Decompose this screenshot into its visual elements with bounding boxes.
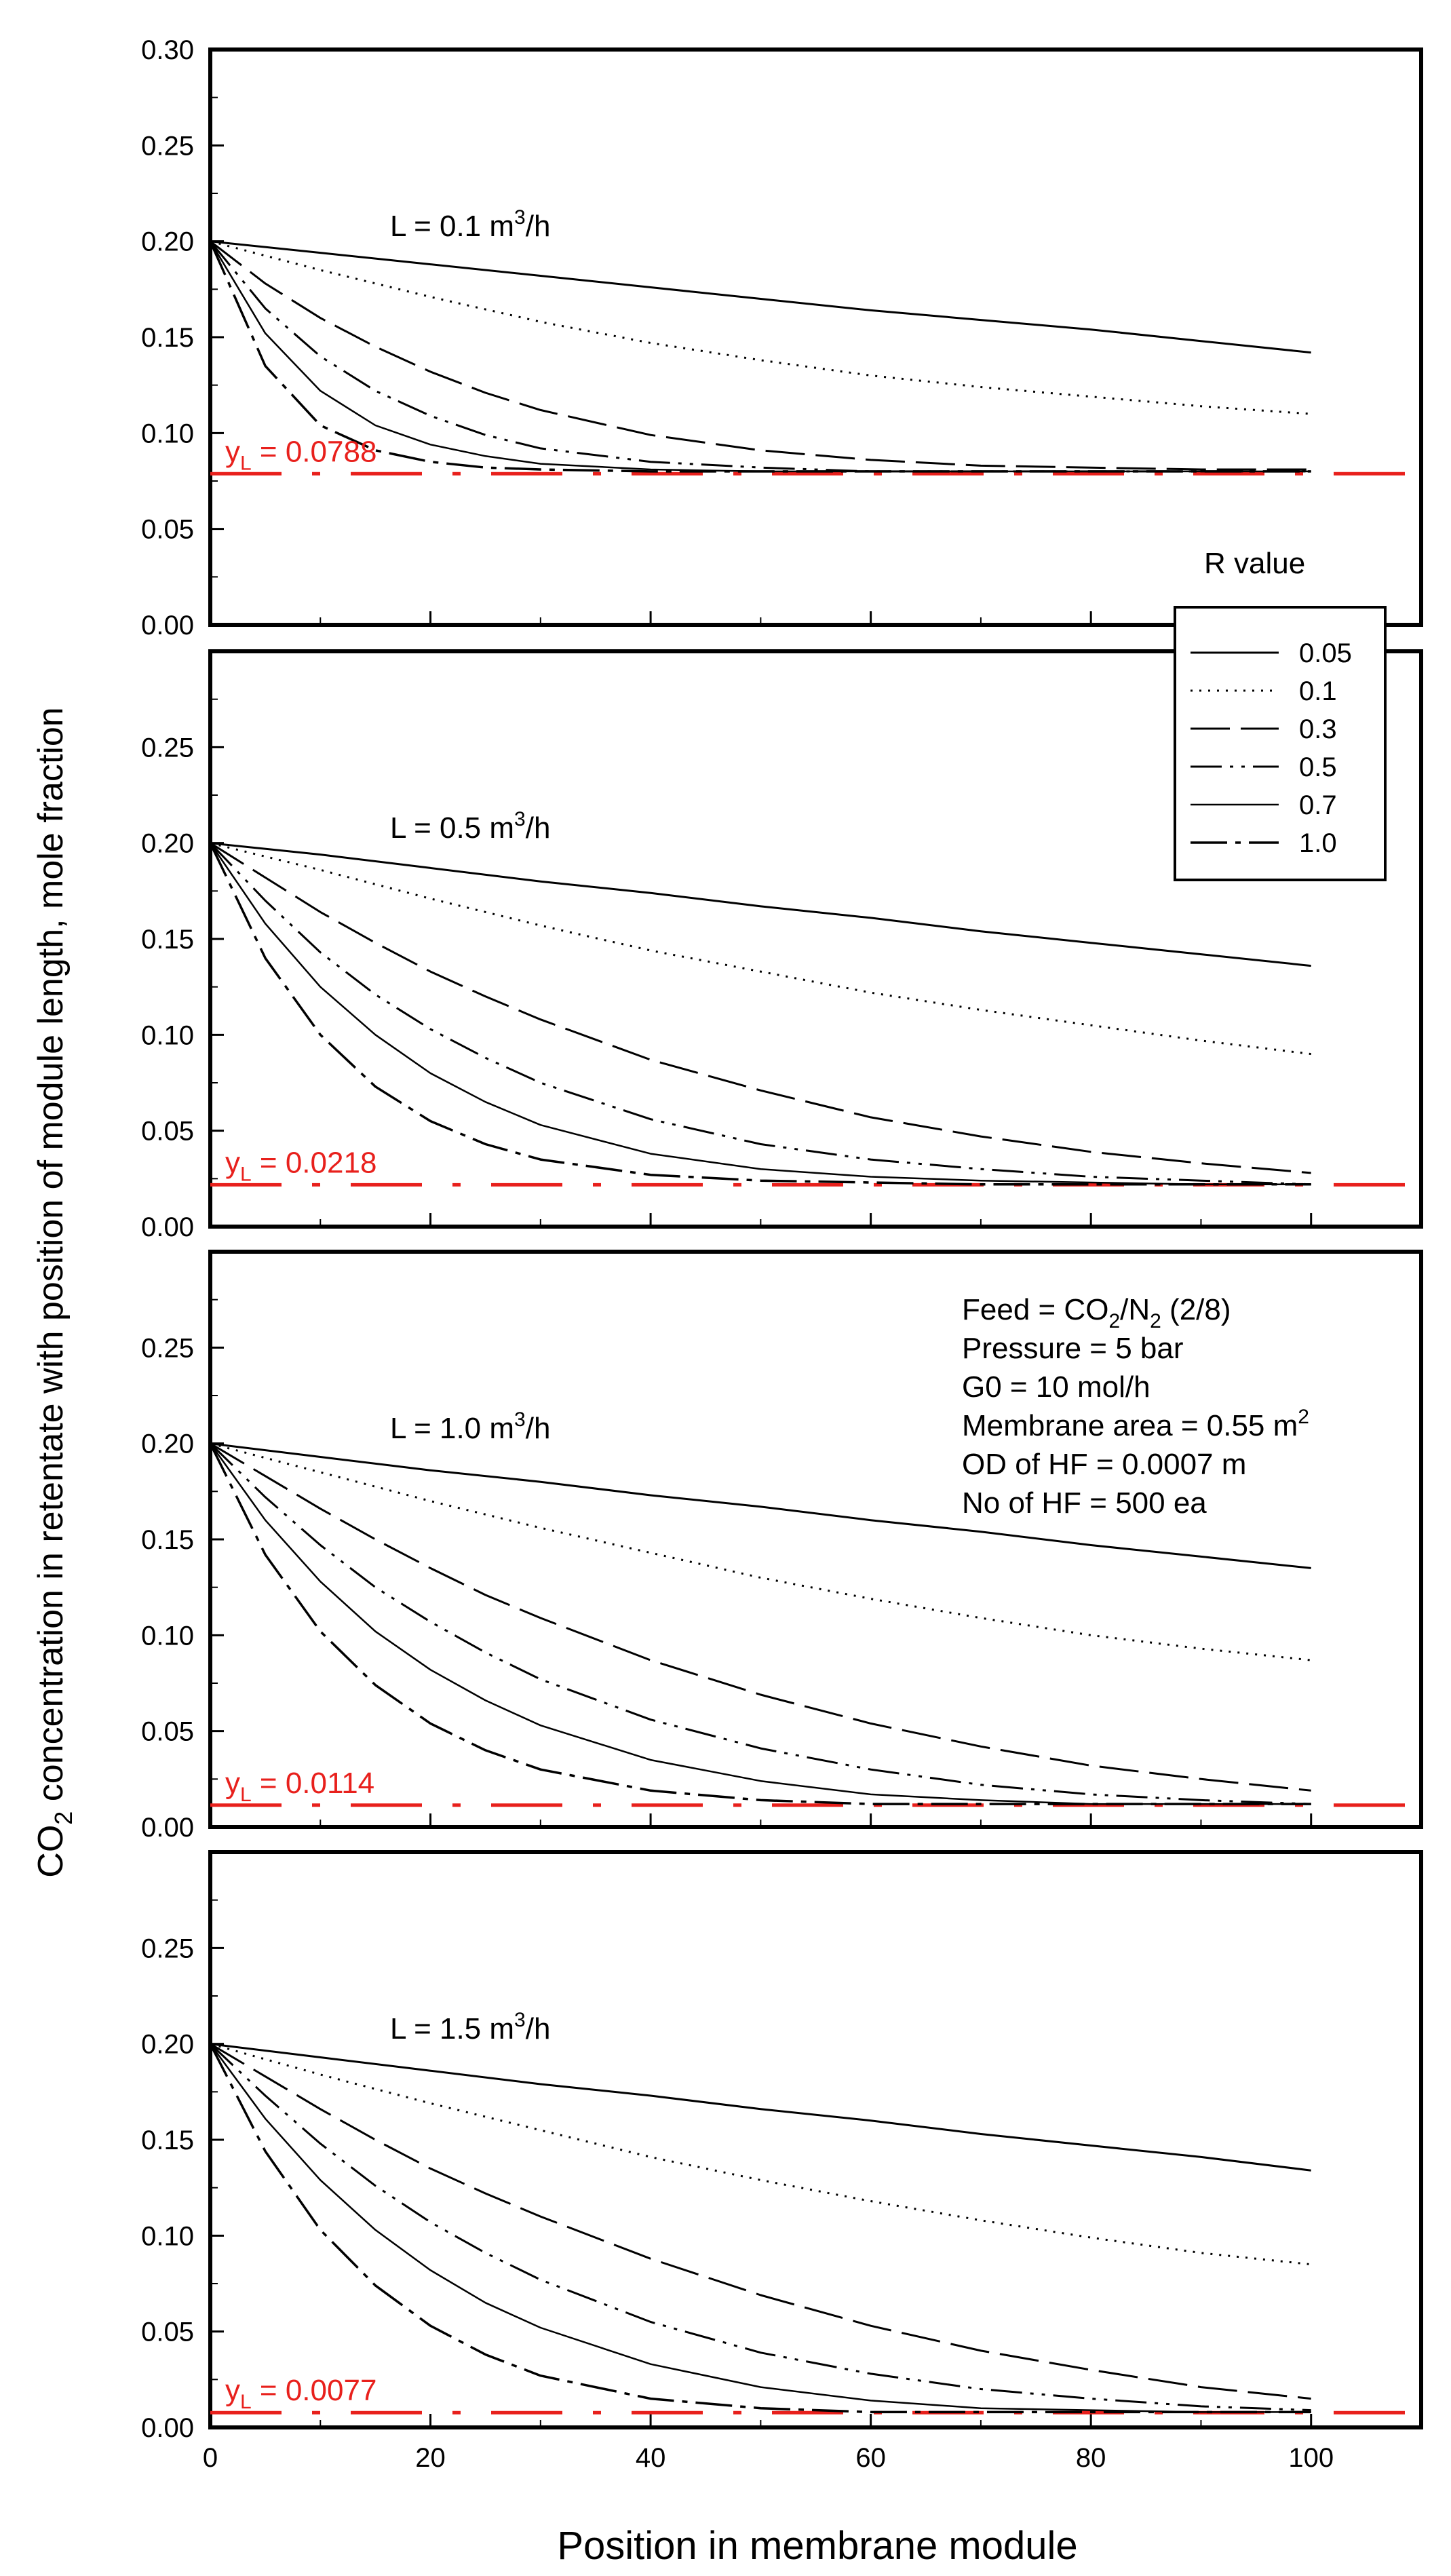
y-tick-label: 0.10 — [141, 1020, 194, 1050]
panel-4: 0.00 0.05 0.10 0.15 0.20 0.25 0 20 40 60 80 100 L = … — [141, 1850, 1423, 2473]
series-line-R-0_5 — [209, 240, 1311, 473]
y-tick-label: 0.25 — [141, 733, 194, 763]
panel-3: 0.00 0.05 0.10 0.15 0.20 0.25 L = 1.0 m3/h yL =… — [141, 1250, 1423, 1843]
y-tick-label: 0.25 — [141, 1333, 194, 1363]
annotation-line: OD of HF = 0.0007 m — [962, 1448, 1246, 1481]
y-tick-label: 0.15 — [141, 323, 194, 353]
x-tick-label: 100 — [1288, 2443, 1334, 2473]
legend-entry-label: 0.3 — [1299, 714, 1337, 744]
series-line-R-1_0 — [209, 2043, 1311, 2414]
y-tick-label: 0.10 — [141, 1621, 194, 1651]
y-tick-label: 0.25 — [141, 1934, 194, 1963]
annotation-line: G0 = 10 mol/h — [962, 1370, 1150, 1404]
series-line-R-0_5 — [209, 2043, 1311, 2412]
y-tick-label: 0.20 — [141, 1429, 194, 1459]
y-tick-label: 0.10 — [141, 2221, 194, 2251]
series-line-R-0_05 — [210, 842, 1311, 967]
x-tick-label: 0 — [203, 2443, 218, 2473]
y-tick-label: 0.00 — [141, 1813, 194, 1843]
y-tick-label: 0.20 — [141, 2030, 194, 2060]
yL-label: yL = 0.0788 — [225, 435, 376, 474]
series-line-R-1_0 — [209, 1442, 1311, 1805]
series-line-R-0_7 — [209, 241, 1311, 473]
panel-label: L = 0.5 m3/h — [390, 808, 550, 845]
series-line-R-0_3 — [210, 240, 1311, 471]
series-line-R-0_1 — [210, 2043, 1311, 2266]
x-tick-label: 40 — [636, 2443, 666, 2473]
series-line-R-1_0 — [209, 842, 1311, 1186]
x-tick-label: 60 — [855, 2443, 886, 2473]
y-tick-label: 0.25 — [141, 131, 194, 161]
y-tick-label: 0.00 — [141, 2413, 194, 2443]
y-tick-label: 0.30 — [141, 35, 194, 65]
y-tick-label: 0.00 — [141, 611, 194, 640]
series-line-R-0_7 — [209, 842, 1311, 1186]
legend: R value 0.05 0.1 0.3 0.5 0.7 1.0 — [1174, 547, 1387, 881]
series-line-R-0_3 — [210, 842, 1311, 1174]
panel-frame — [208, 47, 1423, 627]
y-tick-label: 0.05 — [141, 2318, 194, 2347]
series-line-R-1_0 — [209, 240, 1311, 473]
series-line-R-0_05 — [210, 1442, 1311, 1569]
series-line-R-0_05 — [210, 240, 1311, 354]
yL-label: yL = 0.0114 — [225, 1767, 374, 1806]
panel-2: 0.00 0.05 0.10 0.15 0.20 0.25 L = 0.5 m3/h yL =… — [141, 649, 1423, 1242]
panel-label: L = 0.1 m3/h — [390, 206, 550, 243]
annotation-line: No of HF = 500 ea — [962, 1486, 1207, 1520]
x-tick-label: 20 — [415, 2443, 446, 2473]
y-tick-label: 0.05 — [141, 1717, 194, 1747]
x-axis-title: Position in membrane module — [557, 2524, 1077, 2568]
panel-frame — [208, 1850, 1423, 2429]
series-line-R-0_5 — [209, 1442, 1311, 1805]
series-line-R-0_7 — [209, 2043, 1311, 2413]
panels-layer: 0.000.050.100.150.200.250.30L = 0.1 m3/h… — [141, 35, 1423, 2473]
y-tick-label: 0.15 — [141, 2126, 194, 2155]
yL-label: yL = 0.0077 — [225, 2374, 376, 2413]
parameter-annotation: Feed = CO2/N2 (2/8)Pressure = 5 bar G0 = … — [962, 1293, 1309, 1520]
annotation-line: Membrane area = 0.55 m2 — [962, 1406, 1309, 1442]
series-line-R-0_5 — [209, 842, 1311, 1186]
legend-entry-label: 1.0 — [1299, 828, 1337, 858]
yL-label: yL = 0.0218 — [225, 1146, 376, 1185]
y-tick-label: 0.10 — [141, 419, 194, 448]
y-tick-label: 0.15 — [141, 1525, 194, 1555]
series-line-R-0_3 — [210, 1442, 1311, 1792]
y-tick-label: 0.20 — [141, 829, 194, 859]
y-axis-title: CO2 concentration in retentate with posi… — [31, 707, 77, 1877]
panel-label: L = 1.0 m3/h — [390, 1408, 550, 1445]
legend-entry-label: 0.1 — [1299, 676, 1337, 706]
annotation-line: Feed = CO2/N2 (2/8) — [962, 1293, 1231, 1332]
series-line-R-0_1 — [210, 842, 1311, 1056]
y-tick-label: 0.15 — [141, 925, 194, 955]
legend-title: R value — [1204, 547, 1305, 580]
y-tick-label: 0.20 — [141, 227, 194, 257]
series-line-R-0_1 — [210, 240, 1311, 415]
annotation-line: Pressure = 5 bar — [962, 1332, 1184, 1365]
legend-entry-label: 0.05 — [1299, 638, 1352, 668]
axis-titles: Position in membrane module CO2 concentra… — [31, 707, 1078, 2568]
series-line-R-0_3 — [210, 2043, 1311, 2400]
series-line-R-0_05 — [210, 2043, 1311, 2172]
panel-label: L = 1.5 m3/h — [390, 2009, 550, 2045]
panel-frame — [208, 1250, 1423, 1829]
y-tick-label: 0.00 — [141, 1212, 194, 1242]
y-tick-label: 0.05 — [141, 515, 194, 545]
legend-entry-label: 0.7 — [1299, 790, 1337, 820]
legend-box — [1174, 606, 1387, 881]
x-tick-label: 80 — [1076, 2443, 1106, 2473]
panel-1: 0.00 0.05 0.10 0.15 0.20 0.25 0.30 L = 0.1 m3/h… — [141, 35, 1423, 640]
y-tick-label: 0.05 — [141, 1117, 194, 1147]
legend-entry-label: 0.5 — [1299, 752, 1337, 782]
